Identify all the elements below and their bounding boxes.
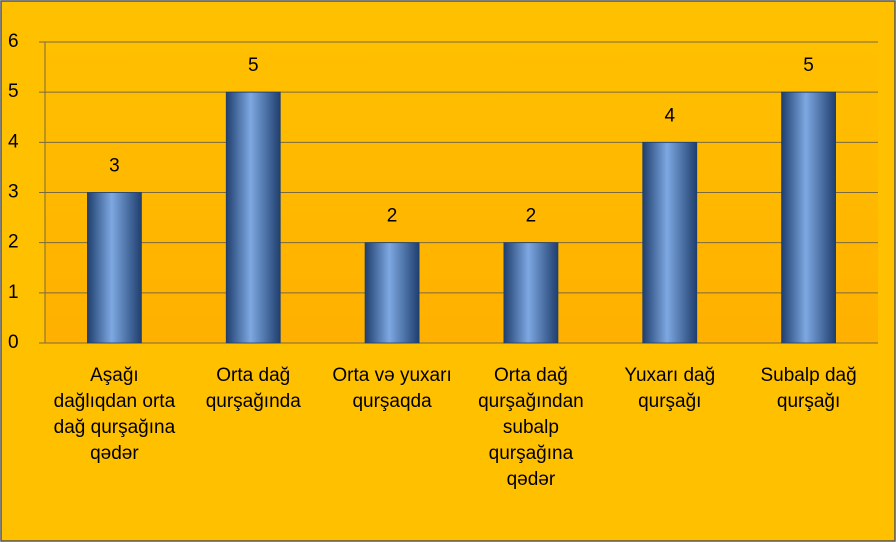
bar bbox=[503, 242, 559, 344]
bar bbox=[225, 91, 281, 344]
y-tick-label: 0 bbox=[8, 332, 19, 353]
y-tick-label: 5 bbox=[8, 81, 19, 102]
y-tick-label: 2 bbox=[8, 232, 19, 253]
bar bbox=[781, 91, 836, 344]
x-tick-label: Yuxarı dağ qurşağı bbox=[624, 365, 716, 412]
data-label: 4 bbox=[664, 105, 675, 126]
x-tick-label: Orta dağ qurşağında bbox=[205, 365, 301, 412]
data-label: 2 bbox=[526, 206, 537, 227]
data-label: 5 bbox=[803, 55, 814, 76]
bar bbox=[87, 192, 142, 344]
y-tick-label: 1 bbox=[8, 282, 19, 303]
x-tick-label: Aşağı dağlıqdan orta dağ qurşağına qədər bbox=[53, 365, 176, 464]
x-tick-label: Orta dağ qurşağından subalp qurşağına qə… bbox=[478, 365, 584, 490]
bar bbox=[364, 242, 420, 344]
x-tick-label: Subalp dağ qurşağı bbox=[760, 365, 857, 412]
data-label: 5 bbox=[248, 55, 259, 76]
data-label: 3 bbox=[109, 156, 120, 177]
x-tick-label: Orta və yuxarı qurşaqda bbox=[332, 365, 452, 412]
data-label: 2 bbox=[387, 206, 398, 227]
y-tick-label: 3 bbox=[8, 182, 19, 203]
y-tick-label: 6 bbox=[8, 31, 19, 52]
y-tick-label: 4 bbox=[8, 131, 19, 152]
bar bbox=[642, 141, 698, 344]
